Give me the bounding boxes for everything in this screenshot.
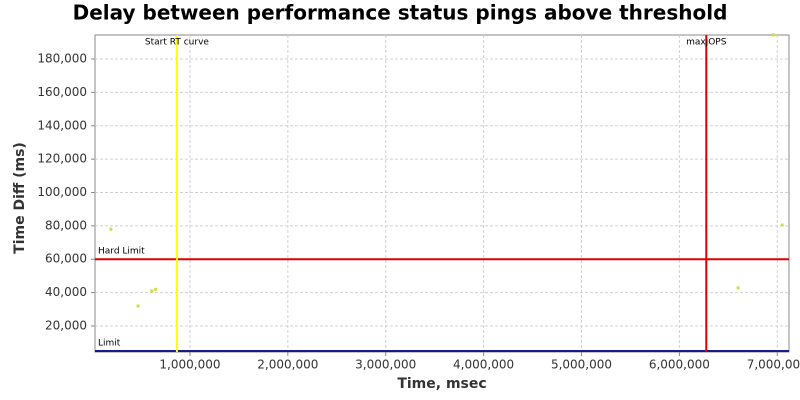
marker-label: Start RT curve xyxy=(145,38,209,48)
point xyxy=(109,227,113,231)
point xyxy=(150,289,154,293)
y-tick-label: 180,000 xyxy=(37,52,87,66)
point xyxy=(771,33,775,37)
x-tick-label: 7,000,000 xyxy=(747,358,800,372)
y-tick-label: 160,000 xyxy=(37,85,87,99)
x-tick-label: 3,000,000 xyxy=(355,358,416,372)
chart-title: Delay between performance status pings a… xyxy=(73,1,728,25)
plot-area xyxy=(94,34,790,353)
marker-label: maxjOPS xyxy=(686,38,727,48)
y-axis-label: Time Diff (ms) xyxy=(12,142,28,254)
x-tick-label: 6,000,000 xyxy=(649,358,710,372)
y-tick-label: 80,000 xyxy=(45,218,87,232)
x-tick-label: 2,000,000 xyxy=(257,358,318,372)
x-tick-label: 1,000,000 xyxy=(159,358,220,372)
y-tick-label: 120,000 xyxy=(37,152,87,166)
y-tick-label: 40,000 xyxy=(45,285,87,299)
point xyxy=(780,223,784,227)
point xyxy=(136,304,140,308)
threshold-label: Limit xyxy=(98,338,121,348)
point xyxy=(736,286,740,290)
point xyxy=(154,287,158,291)
y-tick-label: 140,000 xyxy=(37,118,87,132)
x-axis-label: Time, msec xyxy=(397,376,486,392)
x-tick-label: 4,000,000 xyxy=(453,358,514,372)
x-tick-label: 5,000,000 xyxy=(551,358,612,372)
y-tick-label: 60,000 xyxy=(45,252,87,266)
y-tick-label: 20,000 xyxy=(45,318,87,332)
threshold-label: Hard Limit xyxy=(98,247,145,257)
y-tick-label: 100,000 xyxy=(37,185,87,199)
